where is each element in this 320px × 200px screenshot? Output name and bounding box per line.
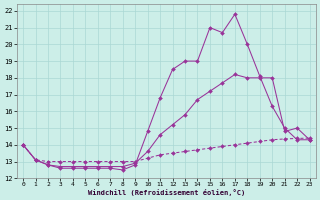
X-axis label: Windchill (Refroidissement éolien,°C): Windchill (Refroidissement éolien,°C) <box>88 189 245 196</box>
